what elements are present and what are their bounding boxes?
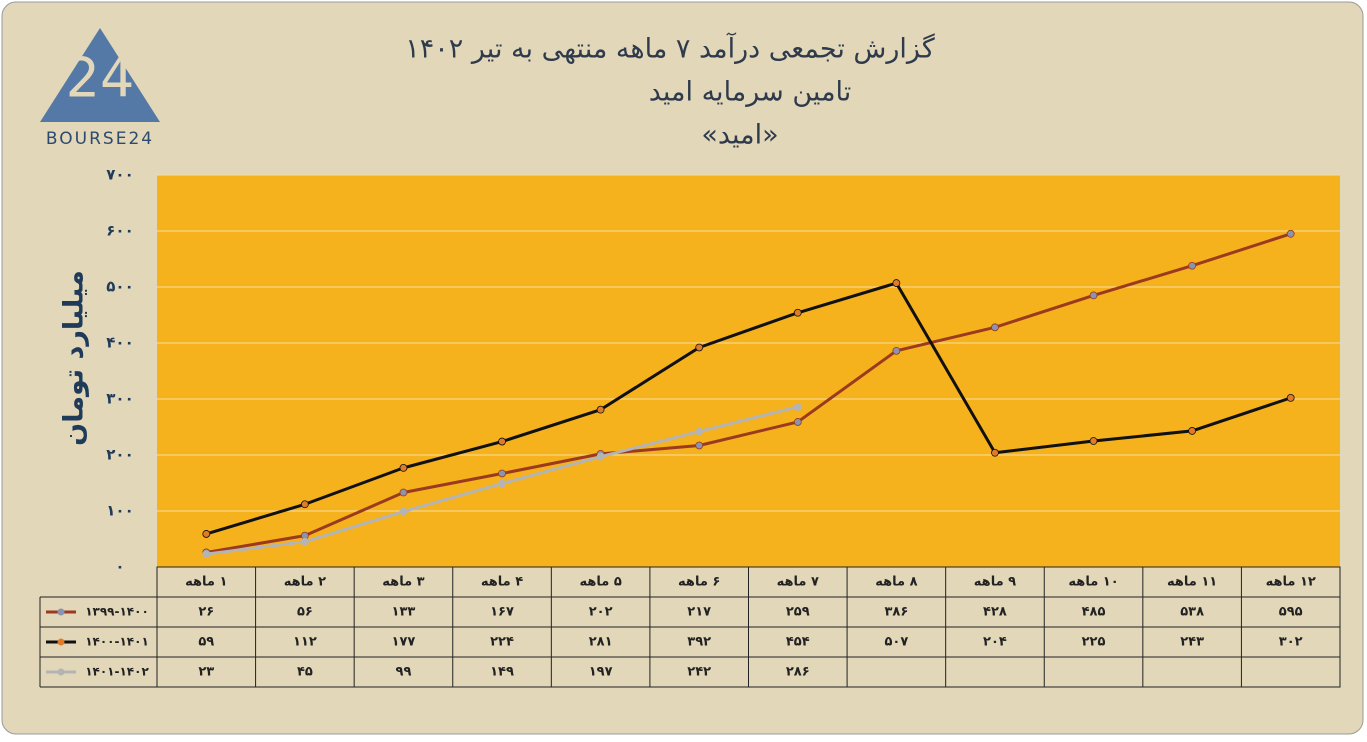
legend-marker [57,668,65,676]
marker [300,500,309,509]
marker [1286,393,1295,402]
table-value: ۳۹۲ [687,635,711,650]
logo: 24 BOURSE24 [40,28,160,149]
x-tick-label: ۱۰ ماهه [1068,575,1118,590]
marker [892,346,901,355]
marker [1089,437,1098,445]
marker [695,343,704,352]
table-value: ۵۰۷ [884,635,908,650]
y-tick-label: ۱۰۰ [106,502,133,520]
table-value: ۲۵۹ [786,605,810,620]
x-tick-label: ۷ ماهه [777,575,819,590]
table-value: ۵۹ [198,635,214,650]
marker [793,308,802,317]
marker [596,405,605,414]
marker [399,463,408,472]
table-value: ۲۴۲ [687,665,711,680]
table-value: ۲۱۷ [687,605,711,620]
x-tick-label: ۹ ماهه [974,575,1016,590]
legend-marker [57,608,65,616]
marker [498,469,506,478]
x-tick-label: ۸ ماهه [875,575,917,590]
legend-label: ۱۴۰۱-۱۴۰۲ [85,665,149,679]
marker [202,530,211,538]
chart-subtitle: تامین سرمایه امید [649,77,852,108]
table-value: ۱۹۷ [589,665,613,680]
table-value: ۲۰۴ [983,635,1007,650]
chart-title: گزارش تجمعی درآمد ۷ ماهه منتهی به تیر ۱۴… [405,33,935,65]
table-value: ۴۸۵ [1082,605,1106,620]
table-value: ۲۸۶ [786,665,810,680]
marker [793,402,802,411]
table-value: ۲۳ [198,665,214,680]
marker [695,441,704,450]
table-value: ۴۲۸ [983,605,1007,620]
marker [991,323,999,332]
x-tick-label: ۴ ماهه [481,575,523,590]
logo-triangle [40,28,160,122]
plot-area [157,175,1340,567]
marker [202,550,211,559]
legend-label: ۱۴۰۰-۱۴۰۱ [85,635,149,649]
marker [793,418,802,426]
table-value: ۱۷۷ [392,635,416,650]
series-line [205,281,1292,536]
table-value: ۲۲۵ [1082,635,1106,650]
marker [1286,229,1295,238]
y-tick-label: ۲۰۰ [106,446,133,464]
table-value: ۹۹ [396,665,412,680]
marker [498,437,506,446]
y-axis-title: میلیارد تومان [59,270,90,446]
table-value: ۳۸۶ [884,605,908,620]
legend-marker [57,638,65,646]
marker [892,279,901,287]
marker [1188,261,1197,270]
x-tick-label: ۱۱ ماهه [1167,575,1217,590]
y-tick-label: ۷۰۰ [106,166,133,184]
logo-text: BOURSE24 [46,129,154,149]
marker [1188,427,1197,435]
table-value: ۵۶ [297,605,313,620]
table-value: ۲۰۲ [589,605,613,620]
table-value: ۱۳۳ [392,605,416,620]
marker [1089,291,1098,300]
y-tick-label: ۵۰۰ [106,278,133,296]
x-tick-label: ۶ ماهه [678,575,720,590]
table-value: ۴۵۴ [786,635,810,650]
x-tick-label: ۱ ماهه [185,575,227,590]
y-tick-label: ۶۰۰ [106,222,133,240]
table-value: ۱۱۲ [293,635,317,650]
marker [991,448,999,457]
table-value: ۱۴۹ [490,665,514,680]
marker [596,452,605,461]
legend-label: ۱۳۹۹-۱۴۰۰ [85,605,149,619]
table-value: ۲۴۳ [1180,635,1204,650]
table-value: ۲۸۱ [589,635,613,650]
marker [300,537,309,546]
marker [399,507,408,516]
y-tick-label: ۳۰۰ [106,390,133,408]
y-tick-label: ۴۰۰ [106,334,133,352]
x-tick-label: ۳ ماهه [382,575,424,590]
table-value: ۳۰۲ [1279,635,1303,650]
table-value: ۵۹۵ [1279,605,1303,620]
table-value: ۲۶ [198,605,214,620]
chart-subtitle: «امید» [701,120,778,151]
marker [695,427,704,436]
marker [498,479,506,488]
x-tick-label: ۱۲ ماهه [1266,575,1316,590]
table-value: ۲۲۴ [490,635,514,650]
y-tick-label: ۰ [115,558,124,576]
marker [399,488,408,497]
table-value: ۴۵ [297,665,313,680]
x-tick-label: ۲ ماهه [284,575,326,590]
series-line [206,232,1292,554]
table-value: ۵۳۸ [1180,605,1204,620]
table-value: ۱۶۷ [490,605,514,620]
x-tick-label: ۵ ماهه [579,575,621,590]
logo-mark: 24 [66,47,135,110]
